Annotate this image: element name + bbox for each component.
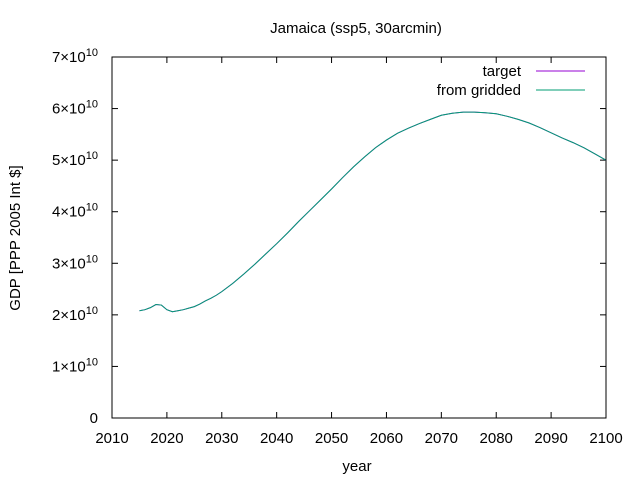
- y-tick-label: 5×1010: [52, 150, 98, 169]
- y-tick-label: 4×1010: [52, 202, 98, 221]
- x-tick-label: 2070: [425, 430, 458, 447]
- plot-frame: [111, 56, 607, 419]
- x-tick-label: 2080: [480, 430, 513, 447]
- legend: target from gridded: [437, 63, 585, 99]
- y-tick-label: 7×1010: [52, 47, 98, 66]
- series-line-target: [139, 111, 607, 313]
- chart-title: Jamaica (ssp5, 30arcmin): [270, 20, 442, 37]
- x-axis-label: year: [342, 458, 371, 475]
- x-tick-label: 2020: [150, 430, 183, 447]
- axis-ticks: 2010 2020 2030 2040 2050 2060 2070 2080 2090 2100…: [52, 47, 623, 447]
- y-tick-label: 1×1010: [52, 356, 98, 375]
- y-tick-label: 6×1010: [52, 99, 98, 118]
- legend-label: from gridded: [437, 82, 521, 99]
- x-tick-label: 2030: [205, 430, 238, 447]
- x-tick-label: 2050: [315, 430, 348, 447]
- legend-label: target: [483, 63, 522, 80]
- x-tick-label: 2060: [370, 430, 403, 447]
- series-line-from-gridded: [139, 111, 607, 313]
- x-tick-label: 2100: [589, 430, 622, 447]
- x-tick-label: 2090: [534, 430, 567, 447]
- y-axis-label: GDP [PPP 2005 Int $]: [7, 165, 24, 310]
- x-tick-label: 2010: [95, 430, 128, 447]
- data-lines: [139, 111, 607, 313]
- y-tick-label: 2×1010: [52, 305, 98, 324]
- y-tick-label: 3×1010: [52, 253, 98, 272]
- y-tick-label: 0: [90, 410, 98, 427]
- x-tick-label: 2040: [260, 430, 293, 447]
